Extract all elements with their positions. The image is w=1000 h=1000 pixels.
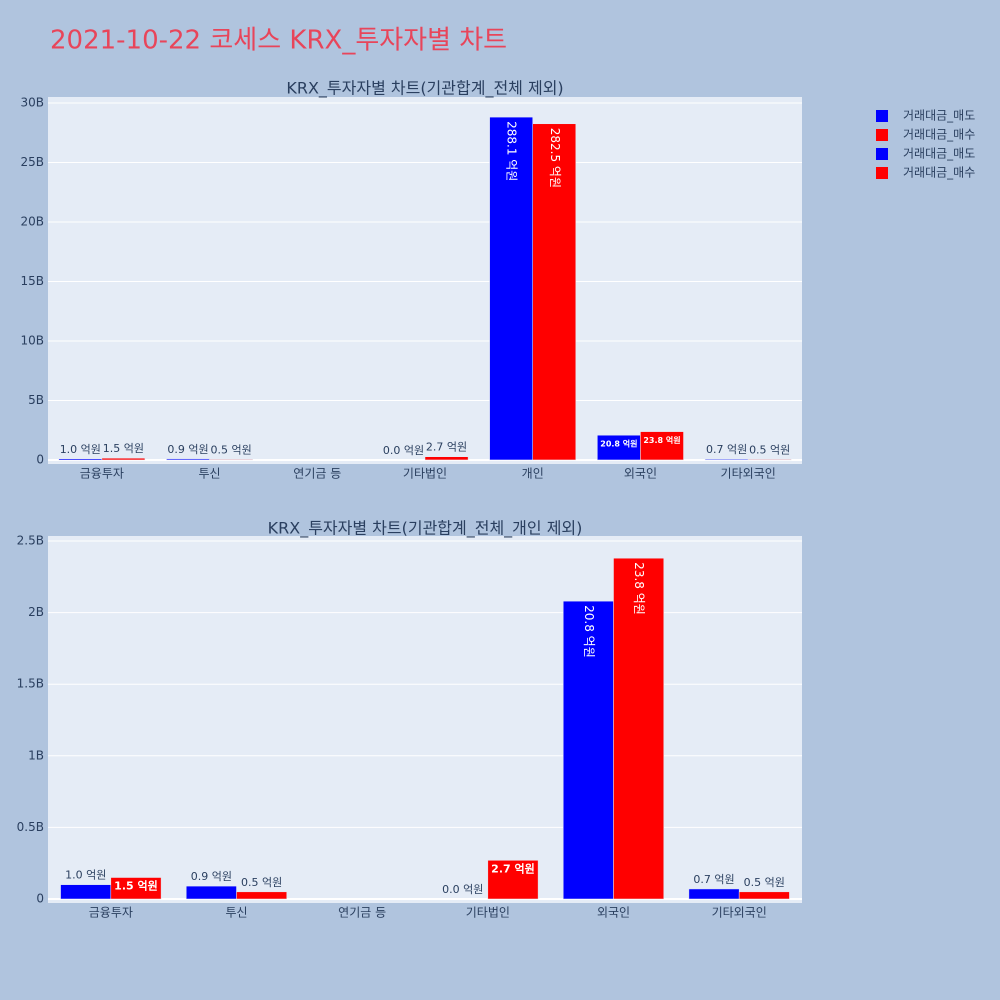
y-tick-label: 15B: [20, 274, 44, 288]
value-label: 23.8 억원: [643, 435, 680, 445]
bar: [101, 457, 146, 461]
x-tick-label: 투신: [199, 467, 221, 481]
bar: [489, 116, 533, 461]
value-label: 20.8 억원: [600, 439, 637, 449]
bar: [424, 456, 469, 461]
legend-label: 거래대금_매수: [903, 166, 975, 180]
bar: [597, 434, 641, 461]
x-tick-label: 외국인: [597, 906, 630, 920]
value-label: 0.9 억원: [191, 870, 232, 883]
bar: [640, 431, 684, 461]
value-label: 23.8 억원: [632, 562, 646, 615]
legend-label: 거래대금_매도: [903, 109, 975, 123]
bar: [185, 885, 237, 900]
value-label: 1.0 억원: [65, 869, 106, 882]
y-tick-label: 1B: [28, 748, 44, 762]
y-tick-label: 0: [36, 891, 44, 905]
value-label: 282.5 억원: [548, 128, 562, 188]
y-tick-label: 0: [36, 452, 44, 466]
legend-swatch: [876, 148, 888, 160]
x-tick-label: 외국인: [624, 467, 657, 481]
y-tick-label: 25B: [20, 155, 44, 169]
bar: [110, 877, 162, 900]
x-tick-label: 금융투자: [89, 906, 133, 920]
page-title: 2021-10-22 코세스 KRX_투자자별 차트: [50, 26, 507, 56]
value-label: 1.5 억원: [103, 442, 144, 455]
x-tick-label: 기타법인: [466, 906, 510, 920]
x-tick-label: 기타외국인: [712, 906, 767, 920]
value-label: 2.7 억원: [426, 441, 467, 454]
x-tick-label: 투신: [225, 906, 247, 920]
y-tick-label: 2B: [28, 605, 44, 619]
legend-swatch: [876, 167, 888, 179]
value-label: 0.0 억원: [383, 444, 424, 457]
plot-area: [48, 97, 802, 464]
value-label: 20.8 억원: [582, 605, 596, 658]
legend-label: 거래대금_매수: [903, 128, 975, 142]
bar: [209, 459, 253, 461]
value-label: 0.5 억원: [210, 443, 251, 456]
y-tick-label: 20B: [20, 214, 44, 228]
bar: [60, 884, 112, 900]
value-label: 1.5 억원: [114, 879, 158, 893]
legend-label: 거래대금_매도: [903, 147, 975, 161]
bar: [738, 891, 790, 900]
x-tick-label: 기타외국인: [721, 467, 776, 481]
legend-swatch: [876, 129, 888, 141]
x-tick-label: 연기금 등: [293, 467, 341, 481]
value-label: 0.0 억원: [442, 883, 483, 896]
bar: [613, 557, 665, 900]
bar: [704, 458, 749, 461]
bar: [688, 888, 740, 900]
bar: [236, 891, 288, 900]
x-tick-label: 개인: [522, 467, 544, 481]
y-tick-label: 5B: [28, 393, 44, 407]
x-tick-label: 연기금 등: [338, 906, 386, 920]
bar: [562, 600, 614, 900]
value-label: 0.5 억원: [749, 443, 790, 456]
bar: [166, 458, 210, 461]
y-tick-label: 10B: [20, 333, 44, 347]
value-label: 0.5 억원: [241, 876, 282, 889]
x-tick-label: 금융투자: [80, 467, 124, 481]
y-tick-label: 0.5B: [17, 820, 44, 834]
value-label: 0.7 억원: [693, 873, 734, 886]
value-label: 0.9 억원: [167, 443, 208, 456]
plot-area: [48, 536, 802, 903]
value-label: 1.0 억원: [60, 443, 101, 456]
bar: [58, 458, 103, 461]
chart-title: KRX_투자자별 차트(기관합계_전체_개인 제외): [268, 519, 583, 539]
value-label: 0.7 억원: [706, 443, 747, 456]
bar: [747, 459, 792, 461]
value-label: 288.1 억원: [505, 121, 519, 181]
y-tick-label: 1.5B: [17, 677, 44, 691]
bar: [487, 860, 539, 900]
bar: [532, 123, 577, 461]
chart-title: KRX_투자자별 차트(기관합계_전체 제외): [286, 79, 563, 99]
value-label: 0.5 억원: [744, 876, 785, 889]
x-tick-label: 기타법인: [403, 467, 447, 481]
y-tick-label: 30B: [20, 95, 44, 109]
legend-swatch: [876, 110, 888, 122]
y-tick-label: 2.5B: [17, 534, 44, 548]
value-label: 2.7 억원: [491, 861, 535, 875]
